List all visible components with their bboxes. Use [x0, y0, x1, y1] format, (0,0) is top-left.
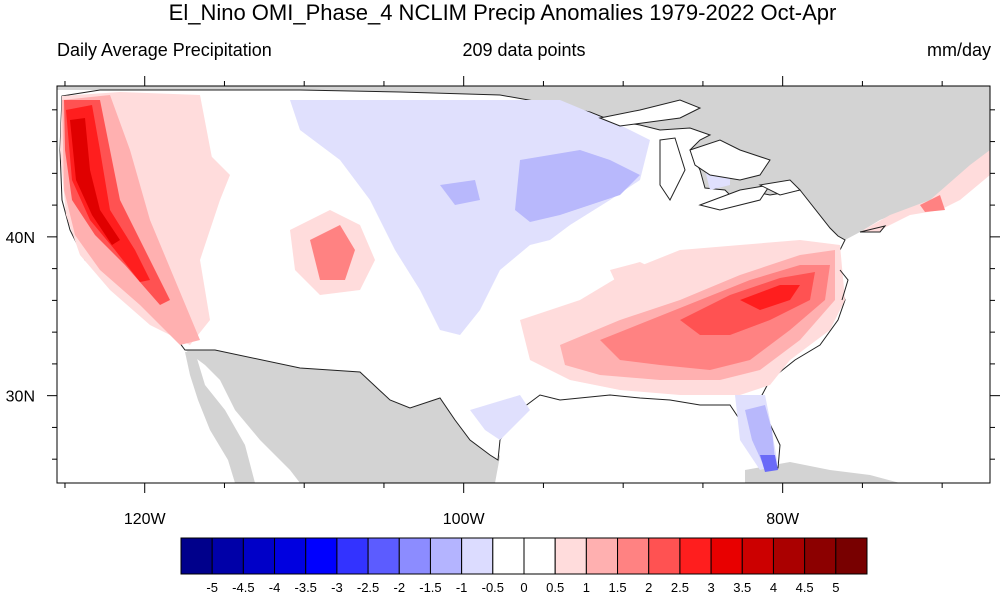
- colorbar: -5 -4.5 -4 -3.5 -3 -2.5 -2 -1.5 -1 -0.5 0 0.5 1 1.5 2 2…: [180, 537, 868, 595]
- colorbar-swatch: [804, 537, 837, 575]
- map-title: El_Nino OMI_Phase_4 NCLIM Precip Anomali…: [168, 0, 837, 25]
- map-frame: [56, 85, 991, 484]
- chesapeake-bay: [839, 269, 849, 301]
- colorbar-label: 5: [832, 580, 839, 595]
- colorbar-swatch: [367, 537, 400, 575]
- colorbar-label: -1.5: [419, 580, 441, 595]
- colorbar-swatch: [585, 537, 619, 575]
- colorbar-label: -0.5: [482, 580, 504, 595]
- colorbar-label: 4.5: [796, 580, 814, 595]
- colorbar-swatch: [180, 537, 213, 575]
- colorbar-label: 3.5: [733, 580, 751, 595]
- colorbar-label: -1: [456, 580, 468, 595]
- subtitle-left: Daily Average Precipitation: [57, 40, 272, 60]
- long-island: [859, 225, 887, 233]
- colorbar-label: 0: [520, 580, 527, 595]
- colorbar-swatch: [429, 537, 463, 575]
- colorbar-label: -3: [331, 580, 343, 595]
- colorbar-label: 2: [645, 580, 652, 595]
- colorbar-label: -4: [269, 580, 281, 595]
- great-lakes: [598, 99, 801, 211]
- canada-land: [57, 86, 990, 240]
- lon-tick-label: 120W: [124, 511, 167, 528]
- map-plot-area: [57, 86, 990, 483]
- colorbar-label: 3: [707, 580, 714, 595]
- colorbar-swatch: [336, 537, 369, 575]
- anomaly-shading: [60, 92, 990, 472]
- baja-california: [185, 352, 255, 483]
- colorbar-label: 1: [583, 580, 590, 595]
- colorbar-swatch: [710, 537, 743, 575]
- colorbar-swatch: [523, 537, 556, 575]
- colorbar-swatch: [274, 537, 307, 575]
- colorbar-label: -5: [206, 580, 218, 595]
- lat-tick-label: 30N: [6, 389, 35, 406]
- colorbar-swatch: [741, 537, 774, 575]
- colorbar-label: 1.5: [609, 580, 627, 595]
- colorbar-swatch: [492, 537, 525, 575]
- colorbar-label: -4.5: [232, 580, 254, 595]
- colorbar-swatch: [679, 537, 712, 575]
- subtitle-center: 209 data points: [462, 40, 586, 60]
- colorbar-label: 4: [770, 580, 777, 595]
- colorbar-swatch: [461, 537, 494, 575]
- colorbar-label: 0.5: [546, 580, 564, 595]
- colorbar-swatch: [305, 537, 338, 575]
- colorbar-swatch: [648, 537, 681, 575]
- colorbar-swatch: [617, 537, 650, 575]
- lon-tick-label: 80W: [766, 511, 800, 528]
- lon-tick-label: 100W: [443, 511, 486, 528]
- colorbar-swatch: [835, 537, 868, 575]
- mexico-land: [185, 350, 500, 483]
- colorbar-swatch: [772, 537, 806, 575]
- colorbar-label: 2.5: [671, 580, 689, 595]
- subtitle-right: mm/day: [926, 40, 991, 60]
- map-axes: 120W 100W 80W 40N 30N: [6, 76, 1000, 528]
- colorbar-label: -2.5: [357, 580, 379, 595]
- colorbar-swatch: [398, 537, 431, 575]
- cuba-land: [745, 462, 900, 483]
- colorbar-swatch: [242, 537, 276, 575]
- colorbar-label: -3.5: [295, 580, 317, 595]
- colorbar-label: -2: [393, 580, 405, 595]
- colorbar-swatch: [554, 537, 587, 575]
- lat-tick-label: 40N: [6, 230, 35, 247]
- colorbar-swatch: [211, 537, 244, 575]
